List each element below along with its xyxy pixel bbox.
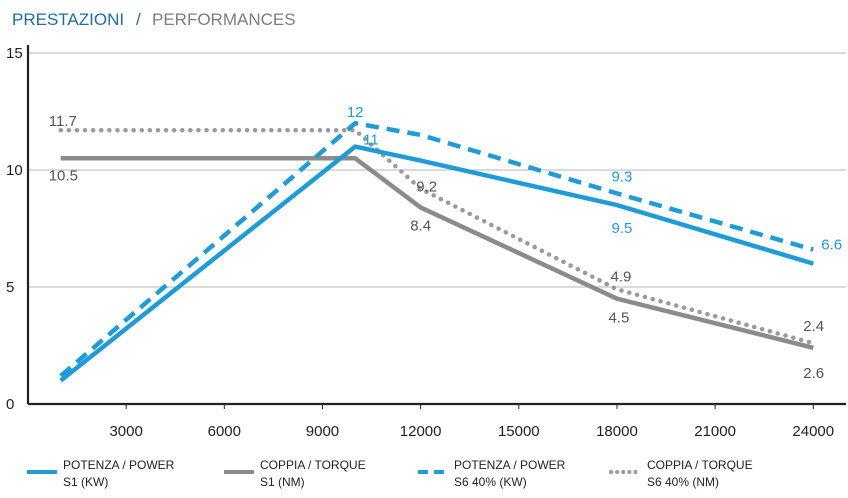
legend: POTENZA / POWER S1 (KW) COPPIA / TORQUE S1 … xyxy=(27,458,753,489)
legend-label-4-line1: COPPIA / TORQUE xyxy=(647,458,753,472)
x-tick-label: 3000 xyxy=(109,423,142,440)
series-lines xyxy=(58,120,816,383)
series-line-1-solid xyxy=(59,144,814,383)
y-tick-label: 15 xyxy=(6,45,23,62)
legend-label-3-line1: POTENZA / POWER xyxy=(454,458,566,472)
data-label: 12 xyxy=(347,104,364,121)
x-tick-label: 21000 xyxy=(694,423,736,440)
series-line-3-dashed xyxy=(59,120,814,378)
data-label: 9.5 xyxy=(612,220,633,237)
legend-label-1-line2: S1 (KW) xyxy=(63,475,108,489)
legend-label-4-line2: S6 40% (NM) xyxy=(647,475,719,489)
legend-label-3-line2: S6 40% (KW) xyxy=(454,475,527,489)
legend-label-2-line2: S1 (NM) xyxy=(260,475,305,489)
data-label: 9.2 xyxy=(416,179,437,196)
data-label: 4.9 xyxy=(611,268,632,285)
chart-title-subtitle: PERFORMANCES xyxy=(152,10,296,29)
x-tick-label: 9000 xyxy=(306,423,339,440)
y-tick-label: 0 xyxy=(6,396,14,413)
series-line-4-dotted xyxy=(58,127,816,346)
grid-lines xyxy=(28,52,846,288)
data-label: 4.5 xyxy=(609,310,630,327)
legend-label-1-line1: POTENZA / POWER xyxy=(63,458,175,472)
y-tick-label: 10 xyxy=(6,162,23,179)
chart-title: PRESTAZIONI / PERFORMANCES xyxy=(12,10,296,29)
chart-title-main: PRESTAZIONI xyxy=(12,10,124,29)
data-label: 9.3 xyxy=(612,168,633,185)
x-tick-label: 12000 xyxy=(400,423,442,440)
data-labels: 11.7 10.5 12 11 9.2 8.4 9.3 9.5 4.9 4.5 6.6 2.4 2.6 xyxy=(49,104,842,382)
data-label: 2.4 xyxy=(803,318,824,335)
data-label: 11.7 xyxy=(49,113,77,130)
x-tick-label: 15000 xyxy=(498,423,540,440)
legend-label-2-line1: COPPIA / TORQUE xyxy=(260,458,366,472)
y-tick-label: 5 xyxy=(6,279,14,296)
data-label: 6.6 xyxy=(821,237,842,254)
axes: 0 5 10 15 3000 6000 9000 12000 15000 18000 21000 24… xyxy=(6,45,846,440)
data-label: 10.5 xyxy=(49,167,78,184)
data-label: 11 xyxy=(363,132,379,149)
data-label: 2.6 xyxy=(803,365,824,382)
x-tick-label: 6000 xyxy=(208,423,241,440)
chart-title-separator: / xyxy=(136,10,141,29)
series-line-2-solid xyxy=(60,156,814,350)
data-label: 8.4 xyxy=(410,217,431,234)
x-tick-label: 24000 xyxy=(792,423,834,440)
x-tick-label: 18000 xyxy=(596,423,638,440)
